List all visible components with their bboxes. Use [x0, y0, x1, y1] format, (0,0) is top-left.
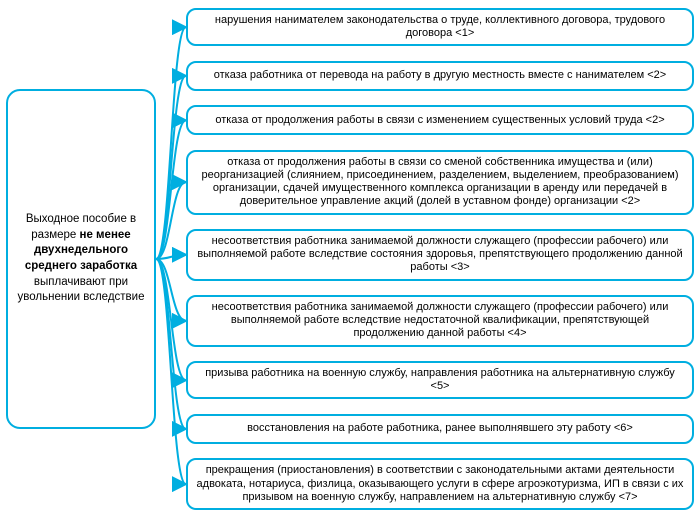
right-column: нарушения нанимателем законодательства о… [186, 8, 694, 510]
item-box-2: отказа от продолжения работы в связи с и… [186, 105, 694, 135]
diagram-root: Выходное пособие в размере не менее двух… [0, 0, 700, 518]
item-text: несоответствия работника занимаемой долж… [196, 301, 684, 341]
connector-column [156, 8, 186, 510]
item-box-6: призыва работника на военную службу, нап… [186, 361, 694, 399]
item-box-5: несоответствия работника занимаемой долж… [186, 295, 694, 347]
item-box-1: отказа работника от перевода на работу в… [186, 61, 694, 91]
item-text: восстановления на работе работника, ране… [247, 422, 633, 435]
item-text: отказа от продолжения работы в связи со … [196, 156, 684, 209]
item-box-0: нарушения нанимателем законодательства о… [186, 8, 694, 46]
item-box-7: восстановления на работе работника, ране… [186, 414, 694, 444]
item-text: отказа от продолжения работы в связи с и… [215, 114, 664, 127]
item-text: прекращения (приостановления) в соответс… [196, 464, 684, 504]
item-text: нарушения нанимателем законодательства о… [196, 14, 684, 40]
source-text: Выходное пособие в размере не менее двух… [16, 212, 146, 305]
item-box-3: отказа от продолжения работы в связи со … [186, 150, 694, 215]
connector-svg [156, 8, 186, 510]
item-text: несоответствия работника занимаемой долж… [196, 235, 684, 275]
item-box-8: прекращения (приостановления) в соответс… [186, 458, 694, 510]
item-text: отказа работника от перевода на работу в… [214, 69, 666, 82]
source-post: выплачивают при увольнении вследствие [18, 276, 145, 304]
item-text: призыва работника на военную службу, нап… [196, 367, 684, 393]
source-box: Выходное пособие в размере не менее двух… [6, 89, 156, 429]
left-column: Выходное пособие в размере не менее двух… [6, 8, 156, 510]
item-box-4: несоответствия работника занимаемой долж… [186, 229, 694, 281]
